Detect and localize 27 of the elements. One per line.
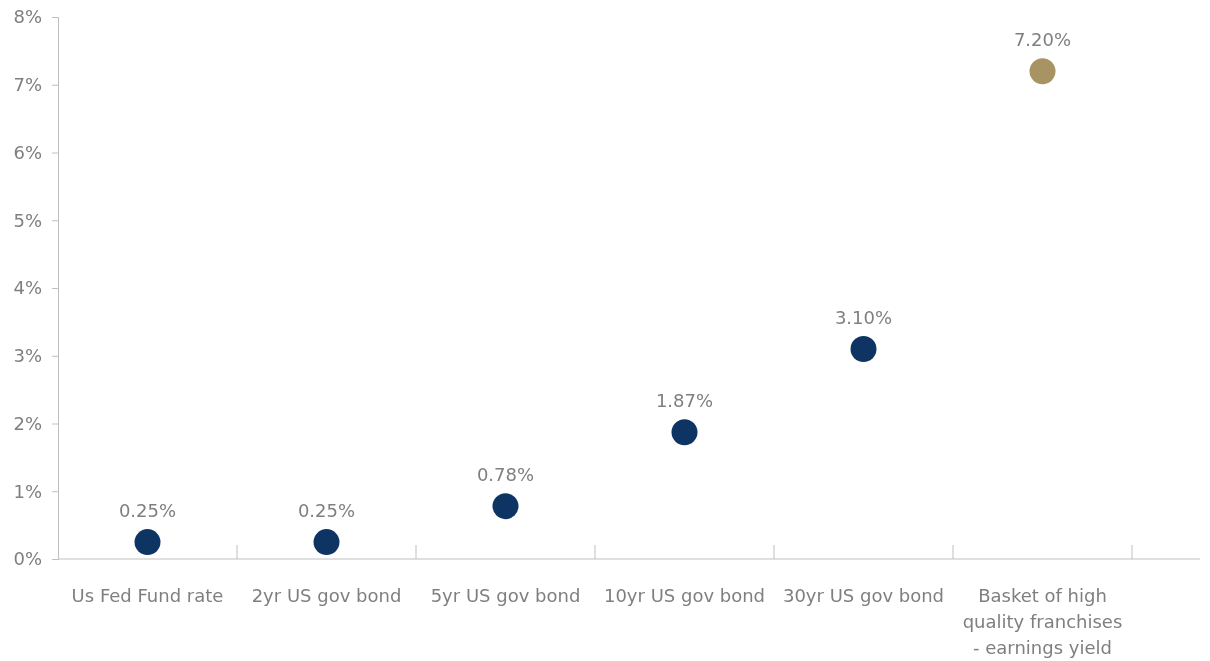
y-tick-label: 8% [13, 6, 42, 28]
point [134, 529, 161, 556]
point [313, 529, 340, 556]
point [850, 336, 877, 362]
data-label: 0.25% [297, 500, 356, 522]
x-tick-label: 30yr US gov bond [782, 585, 945, 606]
data-label: 7.20% [1013, 29, 1072, 51]
x-tick-label: Basket of high quality franchises - earnings yield [962, 585, 1123, 658]
point [671, 419, 698, 446]
data-label: 0.25% [118, 500, 177, 522]
data-label: 3.10% [834, 306, 893, 328]
x-tick-label: 5yr US gov bond [430, 585, 581, 606]
data-label: 0.78% [476, 464, 535, 486]
x-tick-label: Us Fed Fund rate [71, 585, 224, 606]
point [492, 493, 519, 520]
y-tick-label: 6% [13, 141, 42, 163]
y-tick-label: 4% [13, 277, 42, 299]
y-tick-label: 7% [13, 74, 42, 96]
x-tick-label: 10yr US gov bond [603, 585, 766, 606]
x-tick-label: 2yr US gov bond [251, 585, 402, 606]
y-tick-label: 1% [13, 480, 42, 502]
y-tick-label: 0% [13, 548, 42, 570]
point [1029, 58, 1056, 85]
y-tick-label: 5% [13, 209, 42, 231]
data-label: 1.87% [655, 390, 714, 412]
y-tick-label: 2% [13, 412, 42, 434]
y-tick-label: 3% [13, 345, 42, 367]
